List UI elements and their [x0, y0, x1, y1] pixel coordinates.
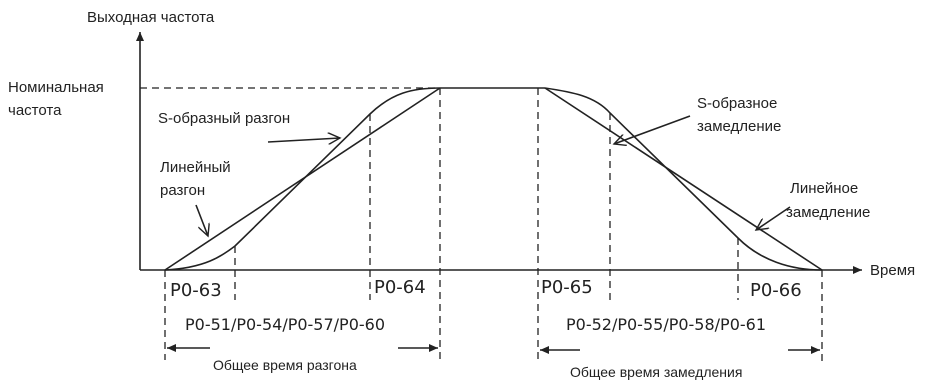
- linear-accel-label: Линейный: [160, 159, 231, 176]
- param-decel-group: P0-52/P0-55/P0-58/P0-61: [566, 315, 766, 334]
- linear-decel-label-2: замедление: [786, 204, 870, 221]
- s-accel-pointer: [267, 138, 340, 142]
- linear-decel-pointer: [756, 206, 791, 230]
- linear-decel-label: Линейное: [790, 180, 858, 197]
- param-accel-group: P0-51/P0-54/P0-57/P0-60: [185, 315, 385, 334]
- s-decel-pointer: [614, 115, 691, 144]
- s-curve-accel: [164, 87, 441, 271]
- linear-accel-pointer: [195, 204, 208, 236]
- linear-decel-ramp: [544, 87, 823, 271]
- s-decel-label: S-образное: [697, 95, 777, 112]
- linear-accel-label-2: разгон: [160, 182, 205, 199]
- accel-total-label: Общее время разгона: [213, 357, 357, 373]
- param-p66: P0-66: [750, 280, 802, 301]
- param-p63: P0-63: [170, 280, 222, 301]
- x-axis-label: Время: [870, 262, 915, 279]
- nominal-frequency-label: Номинальная: [8, 79, 104, 96]
- s-decel-label-2: замедление: [697, 118, 781, 135]
- nominal-frequency-label-2: частота: [8, 102, 62, 119]
- y-axis-label: Выходная частота: [87, 9, 215, 26]
- param-p64: P0-64: [374, 277, 426, 298]
- decel-total-label: Общее время замедления: [570, 364, 742, 380]
- param-p65: P0-65: [541, 277, 593, 298]
- s-accel-label: S-образный разгон: [158, 110, 290, 127]
